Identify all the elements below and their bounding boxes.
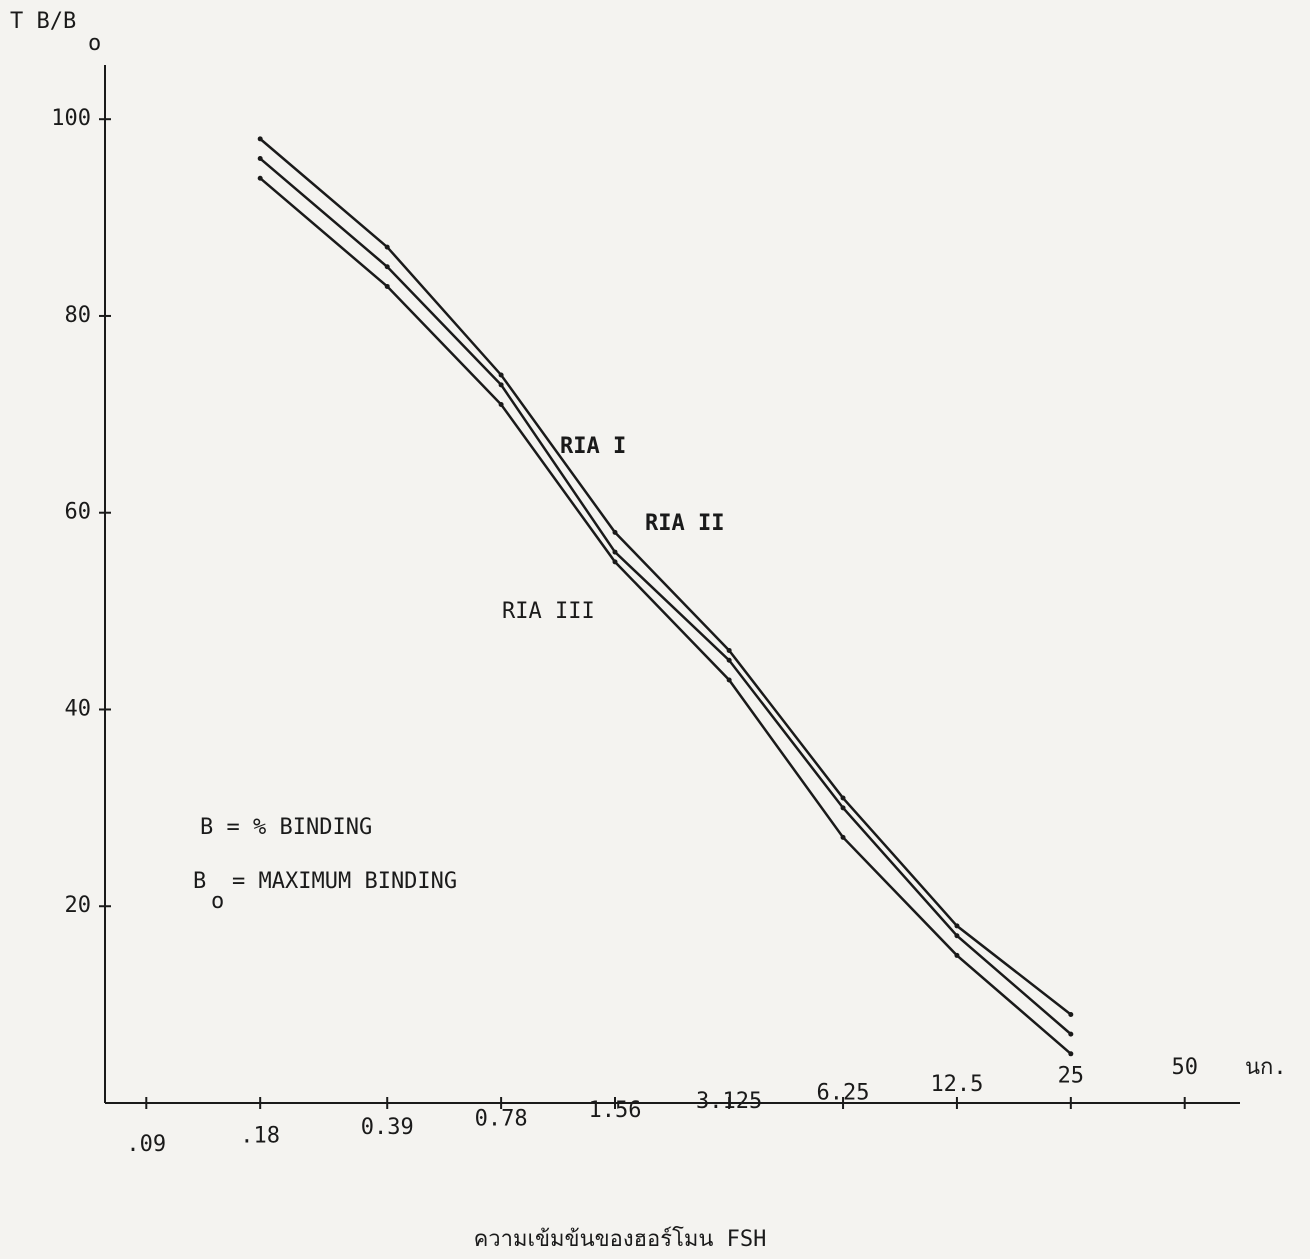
x-axis-label: ความเข้มข้นของฮอร์โมน FSH <box>474 1226 767 1252</box>
data-point <box>954 923 959 928</box>
data-point <box>385 245 390 250</box>
y-axis-label-subscript: o <box>88 31 101 56</box>
series-label: RIA II <box>645 511 724 536</box>
data-point <box>385 264 390 269</box>
data-point <box>613 559 618 564</box>
data-point <box>385 284 390 289</box>
data-point <box>727 648 732 653</box>
x-tick-label: 12.5 <box>930 1072 983 1097</box>
series-label: RIA III <box>502 599 595 624</box>
data-point <box>258 176 263 181</box>
data-point <box>727 658 732 663</box>
page: T B/B o ความเข้มข้นของฮอร์โมน FSH นก. B … <box>0 0 1310 1259</box>
x-axis-unit: นก. <box>1245 1055 1287 1080</box>
y-tick-label: 80 <box>65 303 92 328</box>
data-point <box>613 550 618 555</box>
x-tick-label: 0.39 <box>361 1115 414 1140</box>
note: o <box>211 889 224 914</box>
data-point <box>727 677 732 682</box>
note: B <box>193 869 206 894</box>
y-tick-label: 40 <box>65 696 92 721</box>
y-axis-label: T B/B <box>10 9 76 34</box>
data-point <box>499 402 504 407</box>
x-tick-label: 0.78 <box>475 1106 528 1131</box>
y-tick-label: 100 <box>51 106 91 131</box>
data-point <box>613 530 618 535</box>
chart: T B/B o ความเข้มข้นของฮอร์โมน FSH นก. B … <box>0 0 1310 1259</box>
data-point <box>841 796 846 801</box>
data-point <box>841 805 846 810</box>
x-tick-label: 50 <box>1171 1055 1198 1080</box>
note: = MAXIMUM BINDING <box>232 869 457 894</box>
y-tick-label: 20 <box>65 893 92 918</box>
x-tick-label: 6.25 <box>817 1081 870 1106</box>
data-point <box>1068 1012 1073 1017</box>
x-tick-label: 3.125 <box>696 1089 762 1114</box>
note: B = % BINDING <box>200 815 372 840</box>
data-point <box>1068 1032 1073 1037</box>
x-tick-label: .09 <box>126 1132 166 1157</box>
x-tick-label: 1.56 <box>589 1098 642 1123</box>
data-point <box>258 136 263 141</box>
x-tick-label: 25 <box>1058 1064 1085 1089</box>
data-point <box>954 933 959 938</box>
data-point <box>841 835 846 840</box>
series-label: RIA I <box>560 434 626 459</box>
data-point <box>954 953 959 958</box>
background <box>0 0 1310 1259</box>
y-tick-label: 60 <box>65 500 92 525</box>
data-point <box>1068 1051 1073 1056</box>
x-tick-label: .18 <box>240 1123 280 1148</box>
data-point <box>258 156 263 161</box>
data-point <box>499 382 504 387</box>
data-point <box>499 372 504 377</box>
